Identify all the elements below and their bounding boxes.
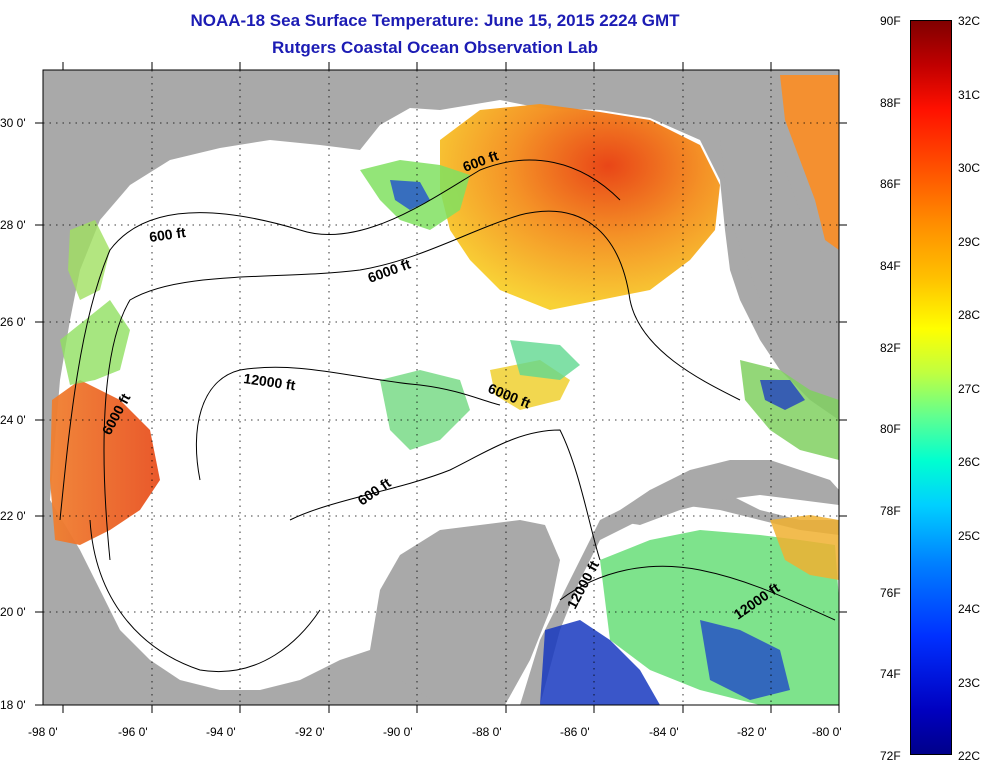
florida-land	[720, 140, 839, 380]
map-title: NOAA-18 Sea Surface Temperature: June 15…	[190, 11, 680, 30]
colorbar-c-6: 26C	[958, 455, 981, 469]
lon-tick-0: -98 0'	[28, 725, 58, 739]
colorbar-c-1: 31C	[958, 88, 981, 102]
north-gulf-cold	[390, 180, 430, 210]
temperature-colorbar	[910, 20, 952, 755]
lat-tick-6: 18 0'	[0, 698, 26, 712]
colorbar-f-8: 74F	[880, 667, 901, 681]
colorbar-c-5: 27C	[958, 382, 981, 396]
map-subtitle: Rutgers Coastal Ocean Observation Lab	[272, 38, 598, 57]
colorbar-f-2: 86F	[880, 177, 901, 191]
lat-tick-5: 20 0'	[0, 605, 26, 619]
map-frame	[42, 69, 840, 706]
lon-tick-8: -82 0'	[737, 725, 767, 739]
colorbar-f-9: 72F	[880, 749, 901, 763]
lat-tick-4: 22 0'	[0, 509, 26, 523]
colorbar-f-5: 80F	[880, 422, 901, 436]
lat-tick-2: 26 0'	[0, 315, 26, 329]
cuba-land	[610, 460, 839, 525]
north-gulf-sst	[440, 104, 720, 310]
lon-tick-1: -96 0'	[118, 725, 148, 739]
contour-label-0: 600 ft	[148, 224, 187, 245]
graticule	[43, 70, 839, 705]
colorbar-c-9: 23C	[958, 676, 981, 690]
colorbar-f-3: 84F	[880, 259, 901, 273]
contour-600-yucatan	[289, 429, 601, 561]
yucatan-land	[370, 520, 560, 705]
contour-6000-north	[103, 210, 741, 561]
bathymetry-contours	[59, 159, 836, 672]
caribbean-cold-2	[700, 620, 790, 700]
contour-12000	[195, 366, 501, 481]
west-coast-strip	[68, 220, 110, 300]
west-gulf-cool	[60, 300, 130, 385]
caribbean-cold	[540, 620, 660, 705]
lon-tick-5: -88 0'	[472, 725, 502, 739]
colorbar-f-7: 76F	[880, 586, 901, 600]
contour-label-3: 12000 ft	[243, 370, 297, 393]
colorbar-c-0: 32C	[958, 14, 981, 28]
tick-marks	[35, 62, 847, 713]
colorbar-f-1: 88F	[880, 96, 901, 110]
colorbar-c-3: 29C	[958, 235, 981, 249]
lon-tick-7: -84 0'	[649, 725, 679, 739]
lon-tick-2: -94 0'	[206, 725, 236, 739]
colorbar-f-4: 82F	[880, 341, 901, 355]
caribbean-warm	[770, 515, 839, 580]
lat-tick-0: 30 0'	[0, 116, 26, 130]
colorbar-c-10: 22C	[958, 749, 981, 763]
colorbar-f-6: 78F	[880, 504, 901, 518]
central-patch-3	[510, 340, 580, 380]
contour-carib	[559, 565, 836, 621]
west-gulf-sst	[50, 380, 160, 545]
lon-tick-9: -80 0'	[812, 725, 842, 739]
lon-tick-4: -90 0'	[383, 725, 413, 739]
colorbar-c-4: 28C	[958, 308, 981, 322]
colorbar-f-0: 90F	[880, 14, 901, 28]
colorbar-c-8: 24C	[958, 602, 981, 616]
contour-6000-west	[89, 519, 321, 672]
atlantic-sst	[780, 75, 839, 250]
lon-tick-3: -92 0'	[295, 725, 325, 739]
contour-600-outer	[59, 159, 621, 521]
colorbar-c-2: 30C	[958, 161, 981, 175]
lon-tick-6: -86 0'	[560, 725, 590, 739]
lat-tick-1: 28 0'	[0, 218, 26, 232]
lat-tick-3: 24 0'	[0, 413, 26, 427]
colorbar-c-7: 25C	[958, 529, 981, 543]
